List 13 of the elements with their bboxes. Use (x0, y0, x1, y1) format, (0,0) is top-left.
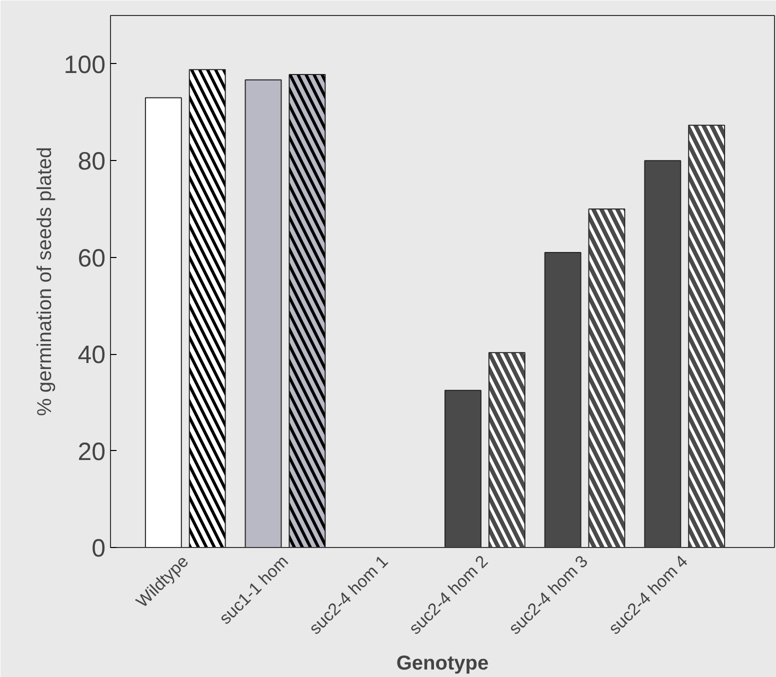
y-tick-label: 20 (78, 438, 106, 466)
bar (644, 160, 682, 548)
y-tick-label: 80 (78, 148, 106, 176)
y-tick-label: 60 (78, 244, 106, 272)
bar (244, 79, 282, 548)
y-tick-label: 40 (78, 341, 106, 370)
y-axis-title: % germination of seeds plated (34, 146, 56, 416)
bar (544, 252, 582, 548)
x-axis-title: Genotype (396, 652, 489, 675)
y-tick-label: 0 (92, 534, 106, 562)
y-tick-label: 100 (64, 50, 106, 79)
bar (144, 97, 182, 548)
bar (444, 390, 482, 548)
